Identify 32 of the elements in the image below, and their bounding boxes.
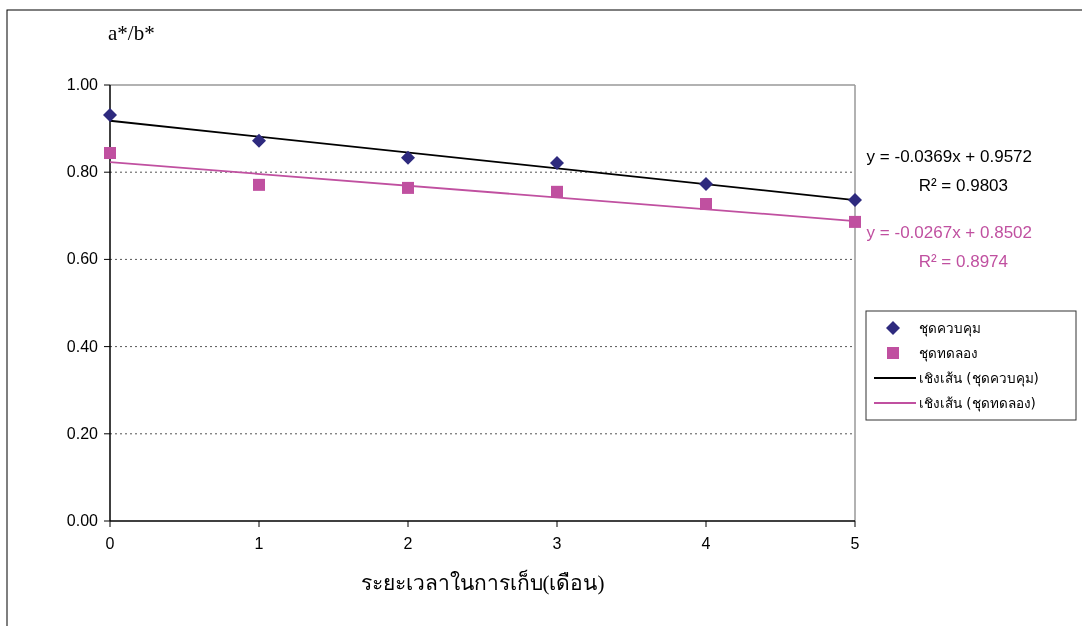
point — [103, 108, 117, 123]
x-tick-label: 3 — [552, 535, 562, 552]
legend-label: ชุดควบคุม — [919, 320, 981, 337]
x-tick-label: 4 — [701, 535, 711, 552]
y-tick-label: 0.00 — [66, 512, 99, 529]
point — [253, 178, 265, 191]
point — [402, 181, 414, 194]
y-axis-title: a*/b* — [108, 21, 155, 45]
y-tick-label: 1.00 — [66, 76, 99, 93]
x-tick-label: 5 — [850, 535, 860, 552]
text: y = -0.0369x + 0.9572 R² = 0.9803 — [866, 147, 1032, 195]
point — [401, 150, 415, 165]
point — [700, 198, 712, 211]
point — [252, 133, 266, 148]
legend-label: ชุดทดลอง — [919, 345, 978, 362]
point — [550, 156, 564, 171]
y-tick-label: 0.80 — [66, 163, 99, 181]
y-tick-label: 0.60 — [66, 250, 99, 268]
x-tick-label: 2 — [403, 535, 413, 552]
x-tick-label: 0 — [105, 535, 115, 552]
y-tick-label: 0.40 — [66, 337, 99, 355]
point — [104, 147, 116, 160]
point — [849, 215, 861, 228]
x-tick-label: 1 — [254, 535, 264, 552]
legend-label: เชิงเส้น (ชุดทดลอง) — [919, 395, 1036, 412]
point — [551, 185, 563, 198]
y-tick-label: 0.20 — [66, 424, 99, 442]
legend-label: เชิงเส้น (ชุดควบคุม) — [919, 370, 1039, 387]
text: y = -0.0267x + 0.8502 R² = 0.8974 — [866, 223, 1032, 271]
point — [848, 193, 862, 208]
x-axis-title: ระยะเวลาในการเก็บ(เดือน) — [360, 569, 605, 595]
point — [699, 176, 713, 191]
